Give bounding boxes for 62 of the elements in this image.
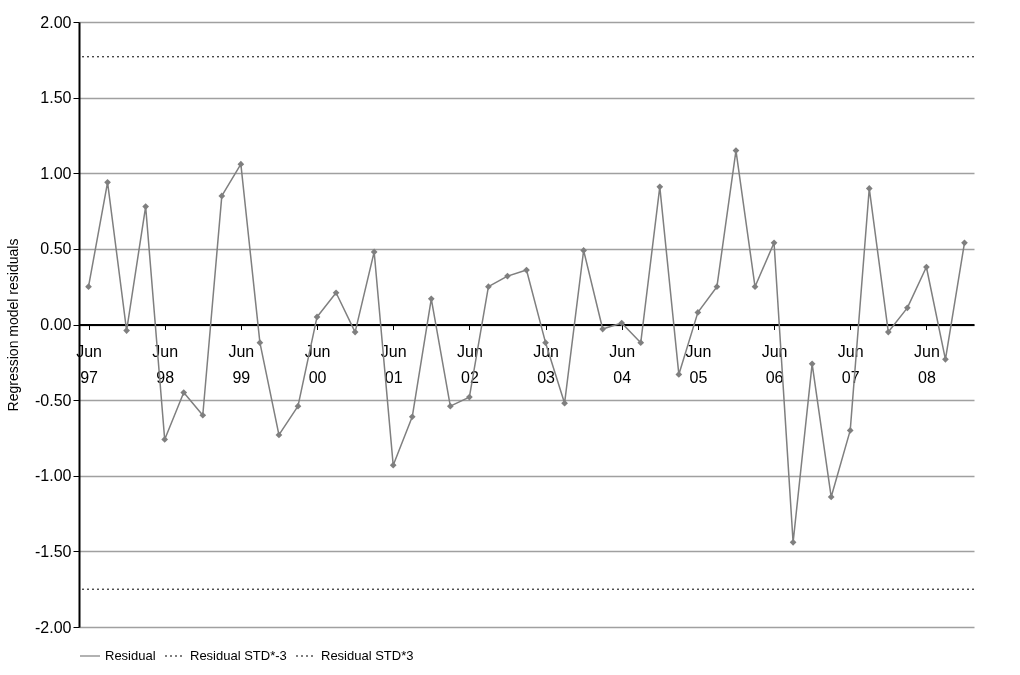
x-tick-label: Jun 03 <box>533 343 559 386</box>
y-tick-label: 1.50 <box>40 89 72 107</box>
point <box>332 289 340 297</box>
point <box>789 538 797 546</box>
x-tick-label: Jun 00 <box>304 343 331 386</box>
x-tick-label: Jun 99 <box>228 343 255 386</box>
point <box>370 248 378 256</box>
point <box>427 295 435 303</box>
point <box>808 360 816 368</box>
x-tick-label: Jun 02 <box>456 343 483 386</box>
point <box>961 239 968 247</box>
point <box>656 183 664 191</box>
legend-label: Residual <box>105 648 156 663</box>
legend-label: Residual STD*3 <box>321 648 414 663</box>
point <box>580 247 587 254</box>
point <box>846 427 854 434</box>
y-axis-title: Regression model residuals <box>5 238 22 412</box>
x-tick-label: Jun 04 <box>609 343 636 386</box>
y-tick-label: -2.00 <box>35 618 72 636</box>
point <box>256 339 264 346</box>
point <box>827 493 835 501</box>
y-tick-label: 2.00 <box>40 13 72 31</box>
point <box>180 389 188 396</box>
y-tick-label: -0.50 <box>35 391 72 409</box>
x-tick-label: Jun 06 <box>761 343 788 386</box>
point <box>275 431 283 439</box>
point <box>237 160 245 168</box>
point <box>199 411 207 419</box>
point <box>466 393 473 401</box>
point <box>408 413 416 421</box>
y-tick-label: -1.50 <box>35 542 72 560</box>
point <box>104 178 111 186</box>
point <box>313 313 321 321</box>
point <box>85 283 92 291</box>
point <box>142 203 149 210</box>
point <box>389 461 397 469</box>
point <box>294 402 302 410</box>
y-tick-label: 0.50 <box>40 240 72 258</box>
point <box>675 371 683 378</box>
point <box>351 328 359 336</box>
point <box>218 192 226 200</box>
point <box>599 325 607 333</box>
point <box>618 319 626 327</box>
y-tick-label: -1.00 <box>35 467 72 485</box>
x-tick-label: Jun 08 <box>914 343 940 386</box>
point <box>637 339 645 346</box>
point <box>865 185 873 192</box>
y-tick-label: 1.00 <box>40 164 72 182</box>
point <box>713 283 721 291</box>
point <box>694 309 702 316</box>
point <box>161 436 169 443</box>
point <box>446 402 454 410</box>
point <box>904 304 911 312</box>
legend-label: Residual STD*-3 <box>190 648 287 663</box>
x-tick-label: Jun 01 <box>380 343 407 386</box>
y-tick-label: 0.00 <box>40 316 72 333</box>
x-tick-label: Jun 98 <box>152 343 179 386</box>
point <box>884 328 892 336</box>
x-tick-label: Jun 05 <box>685 343 712 386</box>
point <box>123 327 130 334</box>
point <box>485 283 492 291</box>
point <box>751 283 759 291</box>
